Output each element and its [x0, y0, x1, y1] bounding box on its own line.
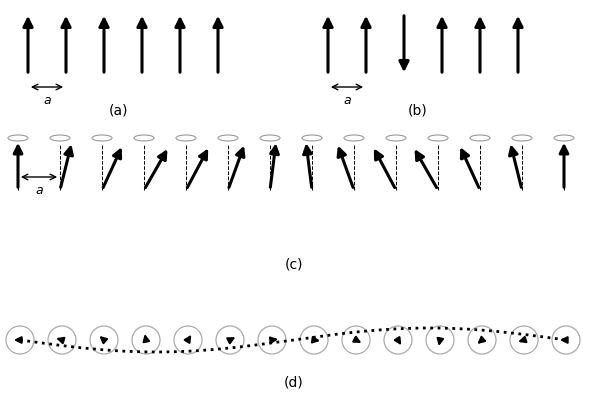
Text: (b): (b): [408, 103, 428, 117]
Text: $a$: $a$: [343, 94, 351, 107]
Text: (d): (d): [284, 375, 304, 389]
Text: (a): (a): [108, 103, 128, 117]
Text: $a$: $a$: [43, 94, 51, 107]
Text: $a$: $a$: [35, 184, 43, 197]
Text: (c): (c): [285, 257, 304, 271]
